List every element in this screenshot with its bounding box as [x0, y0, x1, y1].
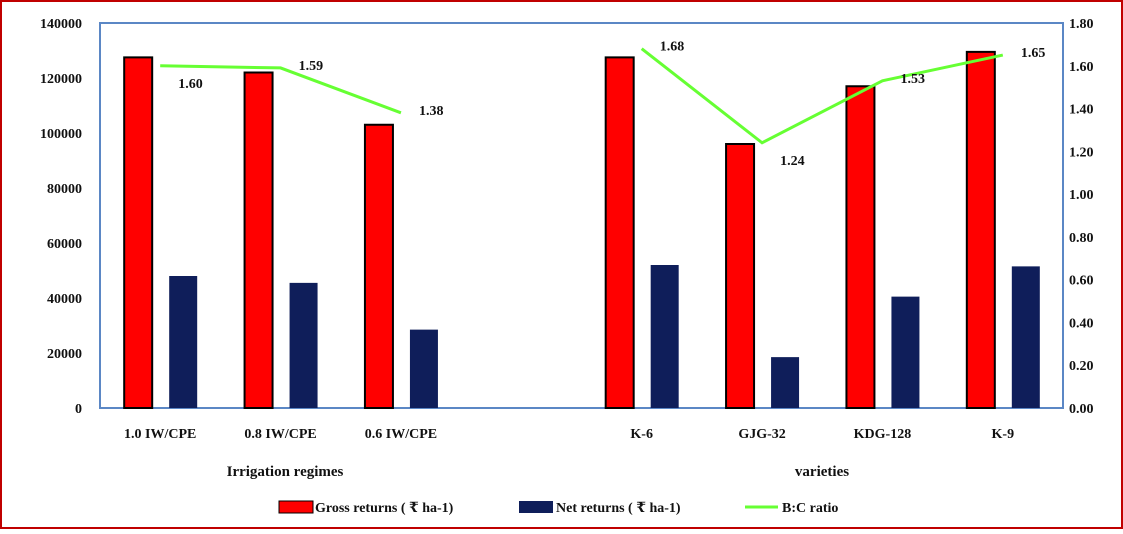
- bc-ratio-data-label: 1.24: [780, 154, 805, 169]
- gross-returns-bar: [845, 85, 876, 409]
- category-labels-layer: 1.0 IW/CPE 0.8 IW/CPE 0.6 IW/CPE K-6 GJG-32 K…: [124, 427, 1014, 442]
- bars-layer: [123, 50, 1040, 409]
- bc-ratio-data-label: 1.65: [1021, 46, 1046, 61]
- y-left-tick-label: 120000: [40, 72, 82, 87]
- y-right-tick-label: 1.40: [1069, 103, 1094, 118]
- x-category-label: 1.0 IW/CPE: [124, 427, 196, 442]
- y-right-tick-label: 1.00: [1069, 188, 1094, 203]
- y-left-tick-label: 80000: [47, 182, 82, 197]
- y-right-tick-label: 0.00: [1069, 402, 1094, 417]
- bc-ratio-line: [640, 47, 1004, 145]
- legend: Gross returns ( ₹ ha-1) Net returns ( ₹ …: [278, 500, 838, 516]
- x-category-label: 0.6 IW/CPE: [365, 427, 437, 442]
- net-returns-bar: [1011, 266, 1040, 408]
- y-right-tick-label: 0.40: [1069, 316, 1094, 331]
- y-right-tick-label: 0.20: [1069, 359, 1094, 374]
- legend-swatch-gross: [278, 500, 314, 514]
- group-label-varieties: varieties: [795, 464, 849, 480]
- bc-ratio-data-label: 1.68: [660, 40, 685, 55]
- legend-label-gross: Gross returns ( ₹ ha-1): [315, 501, 454, 516]
- net-returns-bar: [169, 276, 198, 408]
- x-category-label: GJG-32: [738, 427, 785, 442]
- y-right-tick-label: 1.20: [1069, 145, 1094, 160]
- bc-ratio-line: [160, 64, 402, 115]
- legend-label-bc: B:C ratio: [782, 501, 838, 516]
- net-returns-bar: [650, 265, 679, 408]
- gross-returns-bar: [123, 56, 154, 409]
- net-returns-bar: [289, 282, 318, 408]
- gross-returns-bar: [965, 50, 996, 409]
- y-left-tick-label: 60000: [47, 237, 82, 252]
- axes-layer: 0 20000 40000 60000 80000 100000 120000 140000 0…: [40, 17, 1094, 417]
- bc-ratio-data-label: 1.59: [299, 59, 324, 74]
- net-returns-bar: [891, 296, 920, 408]
- gross-returns-bar: [363, 123, 394, 409]
- legend-label-net: Net returns ( ₹ ha-1): [556, 501, 681, 516]
- y-right-tick-label: 1.60: [1069, 60, 1094, 75]
- gross-returns-bar: [725, 143, 756, 409]
- gross-returns-bar: [604, 56, 635, 409]
- bc-ratio-data-label: 1.53: [900, 72, 925, 87]
- bc-line-layer: 1.60 1.59 1.38 1.68 1.24 1.53 1.65: [160, 40, 1045, 169]
- x-category-label: KDG-128: [854, 427, 912, 442]
- x-category-label: 0.8 IW/CPE: [244, 427, 316, 442]
- net-returns-bar: [771, 357, 800, 408]
- x-category-label: K-6: [630, 427, 653, 442]
- bc-ratio-data-label: 1.60: [178, 77, 203, 92]
- group-label-irrigation: Irrigation regimes: [227, 464, 344, 480]
- y-left-tick-label: 100000: [40, 127, 82, 142]
- y-right-tick-label: 0.80: [1069, 231, 1094, 246]
- y-right-tick-label: 0.60: [1069, 274, 1094, 289]
- y-left-tick-label: 40000: [47, 292, 82, 307]
- legend-swatch-net: [519, 501, 553, 513]
- y-left-tick-label: 140000: [40, 17, 82, 32]
- plot-area-border: [99, 22, 1064, 409]
- x-category-label: K-9: [992, 427, 1015, 442]
- y-right-tick-label: 1.80: [1069, 17, 1094, 32]
- y-left-tick-label: 0: [75, 402, 82, 417]
- net-returns-bar: [409, 329, 438, 408]
- y-left-tick-label: 20000: [47, 347, 82, 362]
- bc-ratio-data-label: 1.38: [419, 104, 444, 119]
- gross-returns-bar: [243, 71, 274, 409]
